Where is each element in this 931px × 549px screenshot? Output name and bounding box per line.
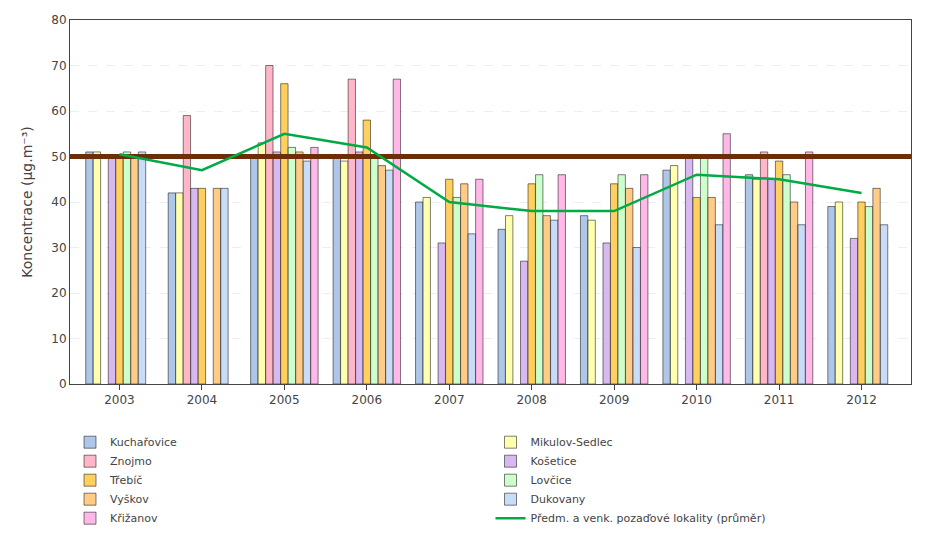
- svg-text:Lovčice: Lovčice: [531, 474, 572, 487]
- svg-text:40: 40: [51, 195, 66, 209]
- svg-text:20: 20: [51, 286, 66, 300]
- svg-text:10: 10: [51, 332, 66, 346]
- svg-text:70: 70: [51, 59, 66, 73]
- svg-text:2004: 2004: [187, 393, 218, 407]
- svg-text:2009: 2009: [599, 393, 630, 407]
- svg-text:2005: 2005: [269, 393, 300, 407]
- svg-text:2003: 2003: [104, 393, 135, 407]
- svg-text:2006: 2006: [352, 393, 383, 407]
- svg-text:Třebíč: Třebíč: [109, 474, 142, 487]
- svg-text:0: 0: [59, 377, 67, 391]
- svg-text:Dukovany: Dukovany: [531, 493, 586, 506]
- svg-text:Vyškov: Vyškov: [110, 493, 149, 506]
- svg-text:60: 60: [51, 104, 66, 118]
- svg-text:Mikulov-Sedlec: Mikulov-Sedlec: [531, 436, 613, 449]
- svg-text:Kuchařovice: Kuchařovice: [110, 436, 177, 449]
- svg-text:2011: 2011: [764, 393, 795, 407]
- svg-text:2010: 2010: [681, 393, 712, 407]
- svg-text:Znojmo: Znojmo: [110, 455, 152, 468]
- svg-text:Předm. a venk. pozaďové lokali: Předm. a venk. pozaďové lokality (průměr…: [531, 512, 766, 525]
- svg-text:50: 50: [51, 150, 66, 164]
- svg-text:Košetice: Košetice: [531, 455, 577, 468]
- svg-text:80: 80: [51, 13, 66, 27]
- svg-text:30: 30: [51, 241, 66, 255]
- svg-text:2008: 2008: [516, 393, 547, 407]
- svg-text:2007: 2007: [434, 393, 465, 407]
- svg-text:Koncentrace (µg.m⁻³): Koncentrace (µg.m⁻³): [19, 126, 35, 278]
- svg-text:Křižanov: Křižanov: [110, 512, 158, 525]
- svg-text:2012: 2012: [846, 393, 877, 407]
